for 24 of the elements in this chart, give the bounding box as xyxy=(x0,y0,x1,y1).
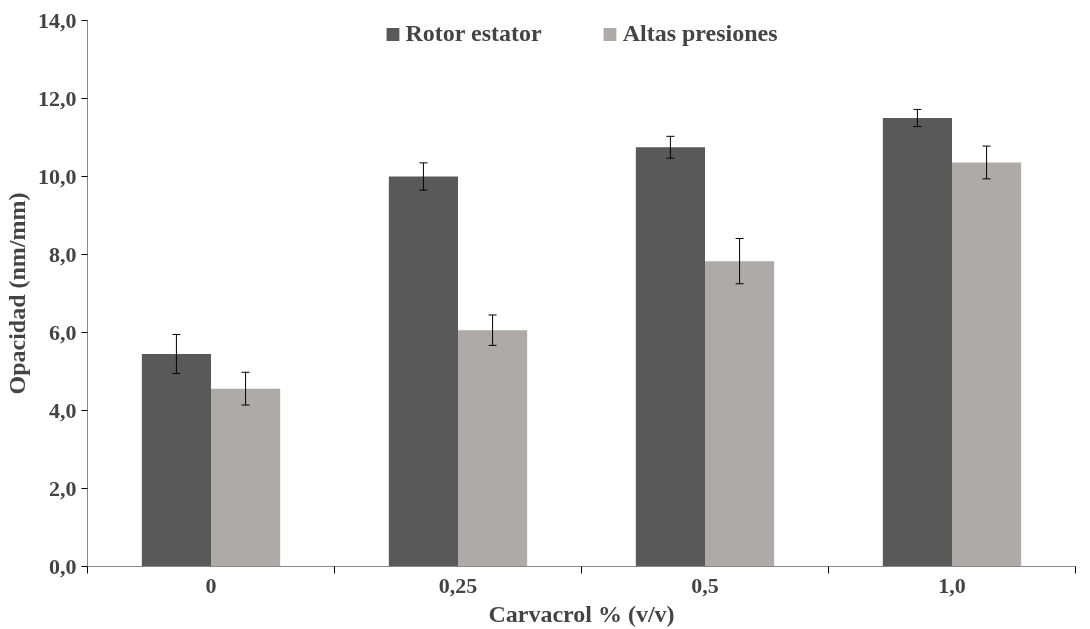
x-tick-label: 0,25 xyxy=(438,572,478,598)
legend-label: Rotor estator xyxy=(405,20,542,47)
y-tick-label: 2,0 xyxy=(49,475,77,501)
bar xyxy=(141,353,211,567)
y-tick-label: 8,0 xyxy=(49,241,77,267)
legend-label: Altas presiones xyxy=(622,20,778,47)
x-tick-label: 0 xyxy=(205,572,217,598)
y-tick-label: 0,0 xyxy=(49,553,77,579)
bar xyxy=(211,388,281,567)
bar xyxy=(882,118,952,567)
bar xyxy=(458,330,528,567)
y-tick-label: 14,0 xyxy=(38,7,77,33)
x-tick-label: 1,0 xyxy=(938,572,966,598)
x-tick-label: 0,5 xyxy=(691,572,719,598)
y-tick-label: 4,0 xyxy=(49,397,77,423)
y-tick-label: 12,0 xyxy=(38,85,77,111)
bar xyxy=(388,176,458,567)
bar xyxy=(635,147,705,567)
y-tick-label: 10,0 xyxy=(38,163,77,189)
y-axis-title: Opacidad (nm/mm) xyxy=(4,192,30,395)
bar xyxy=(705,261,775,567)
x-axis-title: Carvacrol % (v/v) xyxy=(488,600,675,627)
y-tick-label: 6,0 xyxy=(49,319,77,345)
bar xyxy=(952,162,1022,567)
